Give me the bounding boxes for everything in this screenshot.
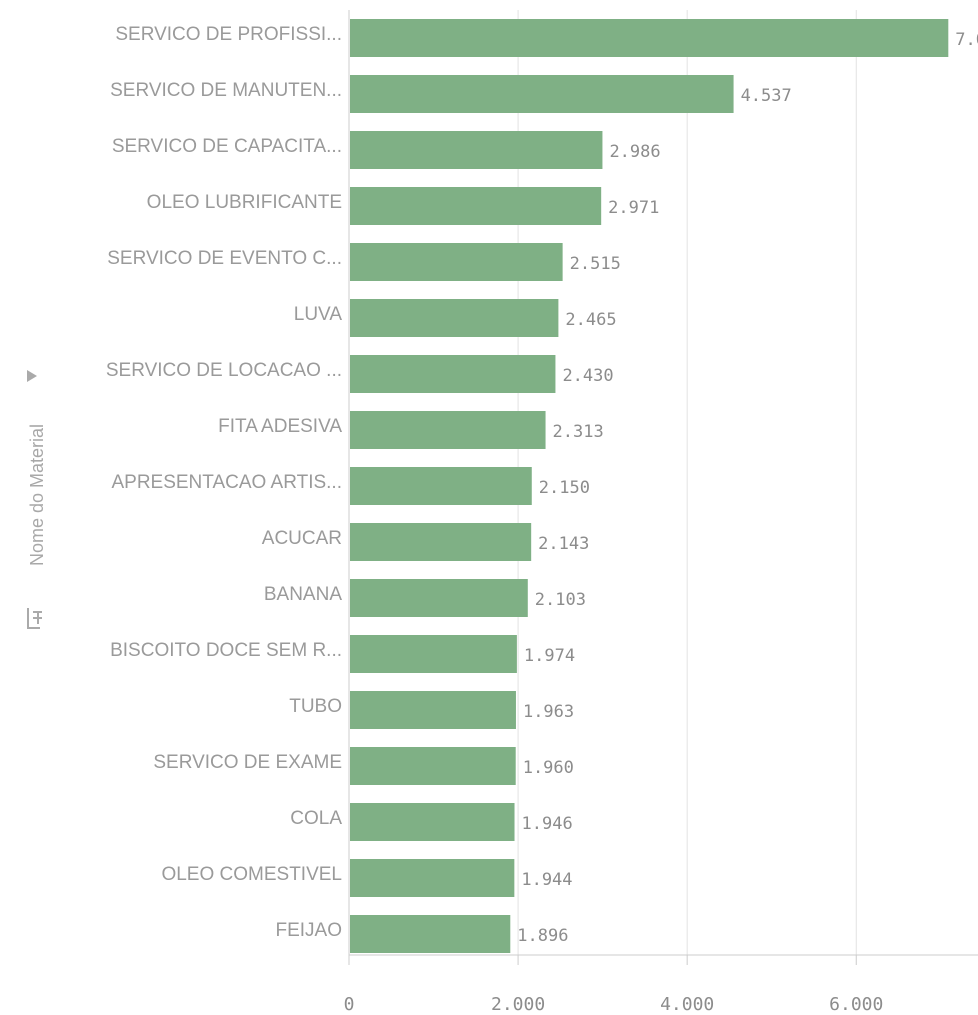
y-tick-label: SERVICO DE MANUTEN...: [110, 80, 342, 101]
y-tick-label: BISCOITO DOCE SEM R...: [110, 640, 342, 661]
value-label: 1.944: [521, 870, 572, 890]
dimension-icon: [27, 608, 42, 629]
bar: [350, 803, 515, 841]
bar: [350, 915, 511, 953]
y-tick-label: SERVICO DE LOCACAO ...: [106, 360, 342, 381]
value-label: 2.515: [570, 254, 621, 274]
y-tick-label: SERVICO DE CAPACITA...: [112, 136, 342, 157]
bar: [350, 187, 602, 225]
value-label: 2.103: [535, 590, 586, 610]
bar: [350, 75, 734, 113]
x-tick-label: 0: [344, 994, 355, 1015]
value-label: 1.960: [523, 758, 574, 778]
bar: [350, 411, 546, 449]
bar: [350, 467, 532, 505]
y-tick-label: BANANA: [264, 584, 342, 605]
bar: [350, 523, 532, 561]
value-label: 2.150: [539, 478, 590, 498]
y-tick-label: OLEO COMESTIVEL: [161, 864, 342, 885]
value-label: 1.946: [522, 814, 573, 834]
bar: [350, 579, 528, 617]
bar: [350, 355, 556, 393]
value-label: 2.313: [553, 422, 604, 442]
value-label: 1.896: [517, 926, 568, 946]
y-tick-label: TUBO: [289, 696, 342, 717]
bar: [350, 635, 517, 673]
value-label: 2.986: [609, 142, 660, 162]
x-tick-label: 2.000: [491, 994, 545, 1015]
bar: [350, 747, 516, 785]
value-label: 2.143: [538, 534, 589, 554]
axis-title: Nome do Material: [27, 424, 47, 566]
value-label: 4.537: [741, 86, 792, 106]
y-tick-label: COLA: [290, 808, 342, 829]
value-label: 1.974: [524, 646, 575, 666]
bar: [350, 691, 516, 729]
y-tick-label: SERVICO DE EXAME: [153, 752, 342, 773]
y-tick-label: SERVICO DE EVENTO C...: [107, 248, 342, 269]
value-label: 2.971: [608, 198, 659, 218]
y-tick-label: SERVICO DE PROFISSI...: [115, 24, 342, 45]
y-tick-label: ACUCAR: [262, 528, 342, 549]
sort-arrow[interactable]: [27, 370, 37, 382]
bar: [350, 859, 515, 897]
x-tick-label: 4.000: [660, 994, 714, 1015]
y-tick-label: APRESENTACAO ARTIS...: [111, 472, 342, 493]
bar: [350, 243, 563, 281]
value-label: 2.430: [562, 366, 613, 386]
bar: [350, 131, 603, 169]
y-tick-label: FITA ADESIVA: [218, 416, 342, 437]
y-tick-label: OLEO LUBRIFICANTE: [147, 192, 342, 213]
value-label: 1.963: [523, 702, 574, 722]
y-tick-label: LUVA: [294, 304, 343, 325]
bar: [350, 19, 949, 57]
value-label: 2.465: [565, 310, 616, 330]
bar: [350, 299, 559, 337]
value-label: 7.077: [955, 30, 978, 50]
x-tick-label: 6.000: [829, 994, 883, 1015]
y-tick-label: FEIJAO: [275, 920, 342, 941]
